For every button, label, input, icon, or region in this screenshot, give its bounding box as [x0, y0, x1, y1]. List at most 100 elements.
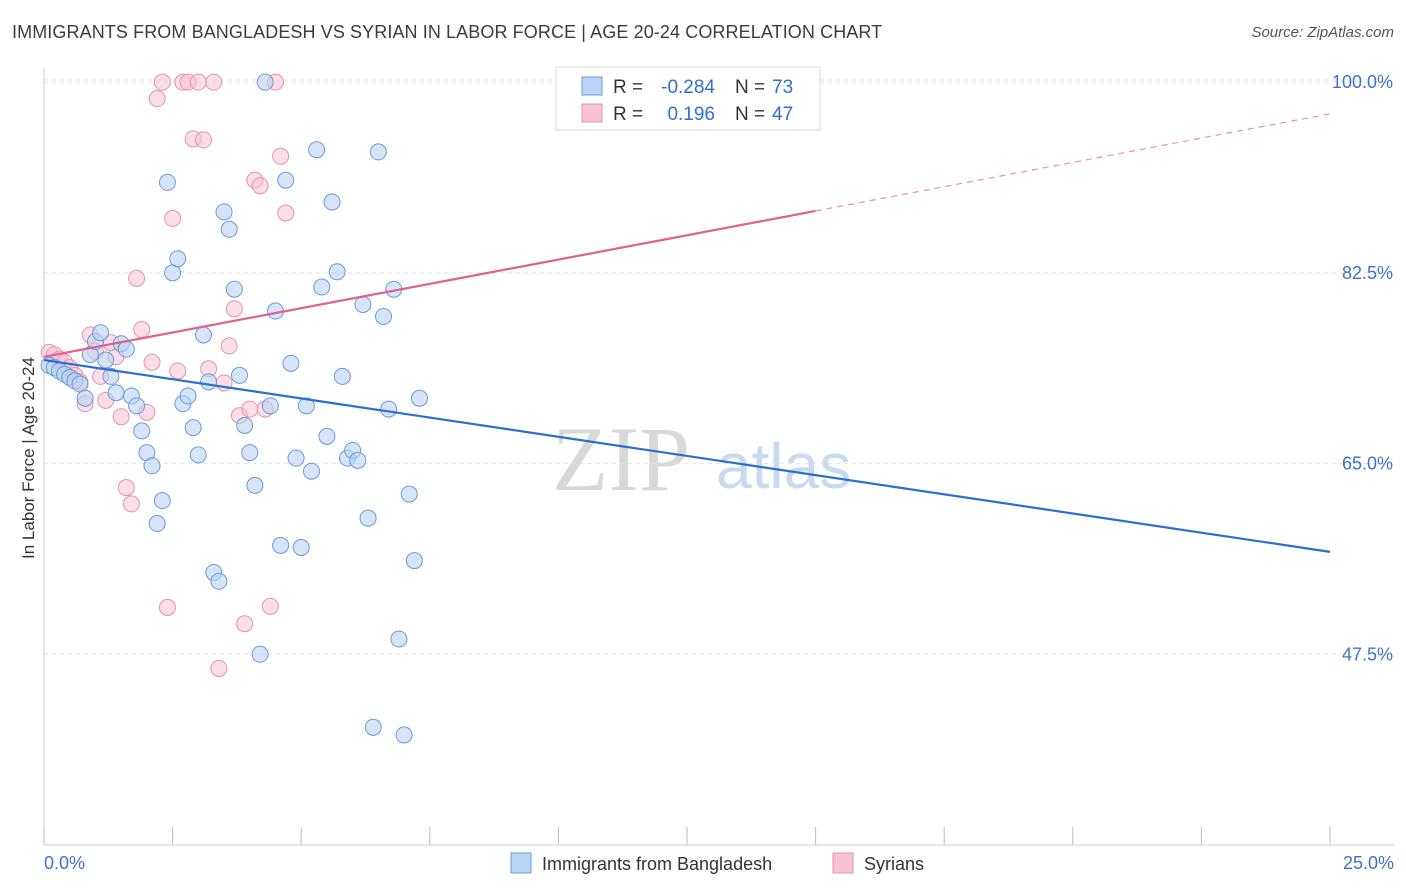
data-point-syrians	[148, 90, 166, 108]
data-point-bangladesh	[194, 326, 212, 344]
data-point-syrians	[112, 408, 130, 426]
data-point-bangladesh	[133, 422, 151, 440]
bottom-legend: Immigrants from Bangladesh Syrians	[510, 852, 924, 874]
data-point-bangladesh	[375, 307, 393, 325]
data-point-syrians	[205, 73, 223, 91]
data-point-bangladesh	[302, 462, 320, 480]
data-point-bangladesh	[107, 384, 125, 402]
data-point-bangladesh	[128, 397, 146, 415]
data-point-syrians	[241, 400, 259, 418]
data-point-syrians	[210, 659, 228, 677]
data-point-bangladesh	[241, 444, 259, 462]
data-point-syrians	[225, 300, 243, 318]
source-credit: Source: ZipAtlas.com	[1251, 24, 1394, 41]
x-tick-label-min: 0.0%	[44, 853, 85, 873]
data-point-bangladesh	[200, 373, 218, 391]
data-point-bangladesh	[349, 451, 367, 469]
chart-title: IMMIGRANTS FROM BANGLADESH VS SYRIAN IN …	[12, 22, 883, 42]
data-point-bangladesh	[220, 220, 238, 238]
stats-n-value-1: 73	[772, 77, 793, 98]
y-tick-label: 100.0%	[1332, 72, 1393, 92]
data-point-bangladesh	[323, 193, 341, 211]
data-point-bangladesh	[354, 295, 372, 313]
stats-legend: R = -0.284 N = 73 R = 0.196 N = 47	[555, 66, 821, 131]
data-point-bangladesh	[297, 397, 315, 415]
data-point-bangladesh	[153, 492, 171, 510]
data-point-bangladesh	[359, 509, 377, 527]
data-point-bangladesh	[179, 387, 197, 405]
legend-label-bangladesh: Immigrants from Bangladesh	[542, 854, 772, 874]
data-point-bangladesh	[210, 572, 228, 590]
x-tick-label-max: 25.0%	[1343, 853, 1394, 873]
legend-swatch-bangladesh	[510, 852, 532, 874]
data-point-syrians	[158, 598, 176, 616]
data-point-bangladesh	[76, 389, 94, 407]
watermark-zip: ZIP	[552, 408, 690, 510]
y-tick-label: 47.5%	[1342, 644, 1393, 664]
data-point-syrians	[220, 337, 238, 355]
data-point-bangladesh	[256, 73, 274, 91]
data-point-bangladesh	[411, 389, 429, 407]
data-point-bangladesh	[164, 264, 182, 282]
trend-lines	[43, 113, 1331, 553]
data-point-bangladesh	[251, 645, 269, 663]
data-point-bangladesh	[215, 203, 233, 221]
y-axis-label: In Labor Force | Age 20-24	[19, 357, 38, 559]
data-point-bangladesh	[148, 515, 166, 533]
stats-r-label-1: R =	[613, 77, 643, 98]
y-tick-label: 82.5%	[1342, 263, 1393, 283]
data-point-syrians	[272, 147, 290, 165]
data-point-bangladesh	[71, 375, 89, 393]
data-point-bangladesh	[369, 143, 387, 161]
data-point-bangladesh	[277, 171, 295, 189]
data-point-bangladesh	[287, 449, 305, 467]
stats-n-value-2: 47	[772, 104, 793, 125]
data-point-syrians	[122, 495, 140, 513]
data-point-bangladesh	[230, 366, 248, 384]
data-point-bangladesh	[92, 324, 110, 342]
data-point-bangladesh	[225, 280, 243, 298]
data-point-bangladesh	[390, 630, 408, 648]
data-point-bangladesh	[143, 457, 161, 475]
y-tick-labels: 47.5% 65.0% 82.5% 100.0%	[1332, 72, 1393, 664]
data-point-syrians	[133, 321, 151, 339]
stats-r-label-2: R =	[613, 104, 643, 125]
data-point-bangladesh	[97, 351, 115, 369]
trend-line-syrians	[43, 209, 816, 358]
data-point-bangladesh	[313, 278, 331, 296]
data-point-syrians	[236, 615, 254, 633]
trend-line-syrians-projection	[815, 113, 1331, 212]
gridlines	[44, 79, 1394, 655]
data-point-syrians	[128, 269, 146, 287]
data-point-syrians	[189, 73, 207, 91]
stats-swatch-bangladesh	[581, 76, 603, 96]
data-point-syrians	[164, 209, 182, 227]
data-point-bangladesh	[400, 485, 418, 503]
axes	[43, 68, 1394, 846]
legend-label-syrians: Syrians	[864, 854, 924, 874]
x-ticks	[43, 827, 1331, 845]
data-point-bangladesh	[184, 419, 202, 437]
data-point-bangladesh	[236, 416, 254, 434]
data-point-bangladesh	[405, 552, 423, 570]
data-point-syrians	[194, 131, 212, 149]
data-point-syrians	[169, 362, 187, 380]
data-point-syrians	[143, 353, 161, 371]
data-point-syrians	[153, 73, 171, 91]
data-point-bangladesh	[102, 367, 120, 385]
data-point-bangladesh	[158, 173, 176, 191]
data-point-bangladesh	[395, 726, 413, 744]
data-point-bangladesh	[261, 397, 279, 415]
data-point-syrians	[261, 597, 279, 615]
data-point-bangladesh	[282, 354, 300, 372]
data-point-bangladesh	[246, 476, 264, 494]
data-point-bangladesh	[333, 367, 351, 385]
data-point-bangladesh	[318, 427, 336, 445]
stats-r-value-2: 0.196	[667, 104, 715, 125]
data-point-bangladesh	[292, 538, 310, 556]
data-point-bangladesh	[328, 263, 346, 281]
data-point-bangladesh	[272, 536, 290, 554]
data-point-syrians	[277, 204, 295, 222]
stats-n-label-2: N =	[735, 104, 765, 125]
data-point-syrians	[117, 479, 135, 497]
